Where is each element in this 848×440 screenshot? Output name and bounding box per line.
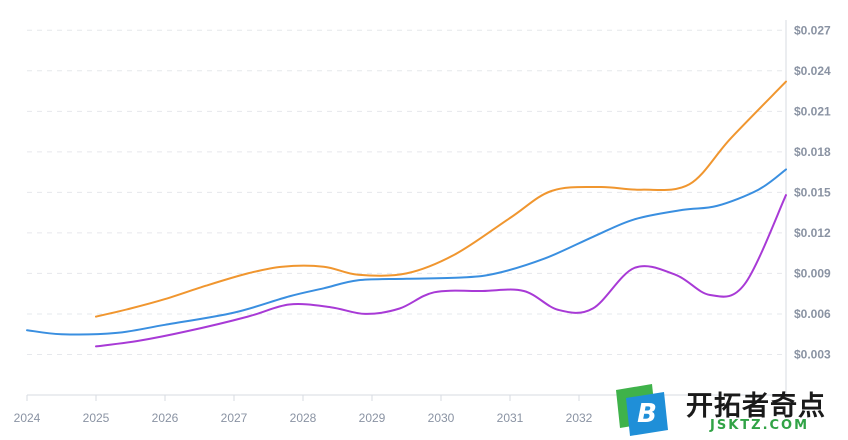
series-line-1 (95, 80, 787, 318)
y-tick-label: $0.009 (794, 266, 831, 280)
x-tick-label: 2030 (428, 411, 455, 425)
x-tick-label: 2031 (497, 411, 524, 425)
watermark-url: JSKTZ.COM (710, 418, 810, 433)
y-tick-label: $0.006 (794, 307, 831, 321)
watermark-logo-letter: B (637, 399, 657, 429)
x-axis-tick-labels: 2024202520262027202820292030203120322033 (14, 395, 662, 425)
x-tick-label: 2032 (566, 411, 593, 425)
y-tick-label: $0.027 (794, 23, 831, 37)
x-tick-label: 2025 (83, 411, 110, 425)
y-tick-label: $0.015 (794, 185, 831, 199)
series-line-3 (95, 194, 787, 348)
watermark-logo-icon: B (616, 384, 668, 436)
x-tick-label: 2026 (152, 411, 179, 425)
x-tick-label: 2029 (359, 411, 386, 425)
x-tick-label: 2027 (221, 411, 248, 425)
y-tick-label: $0.021 (794, 104, 831, 118)
y-tick-label: $0.012 (794, 226, 831, 240)
y-tick-label: $0.024 (794, 64, 831, 78)
y-tick-label: $0.003 (794, 347, 831, 361)
grid-lines (27, 29, 786, 355)
axes (27, 20, 787, 396)
y-axis-tick-labels: $0.003 $0.006 $0.009 $0.012 $0.015 $0.018 $0.0… (794, 23, 831, 361)
series-line-2 (26, 168, 787, 336)
y-tick-label: $0.018 (794, 145, 831, 159)
watermark: B 开拓者奇点 JSKTZ.COM (606, 380, 848, 440)
x-tick-label: 2028 (290, 411, 317, 425)
x-tick-label: 2024 (14, 411, 41, 425)
watermark-title: 开拓者奇点 (686, 391, 826, 422)
series-lines (26, 80, 787, 348)
